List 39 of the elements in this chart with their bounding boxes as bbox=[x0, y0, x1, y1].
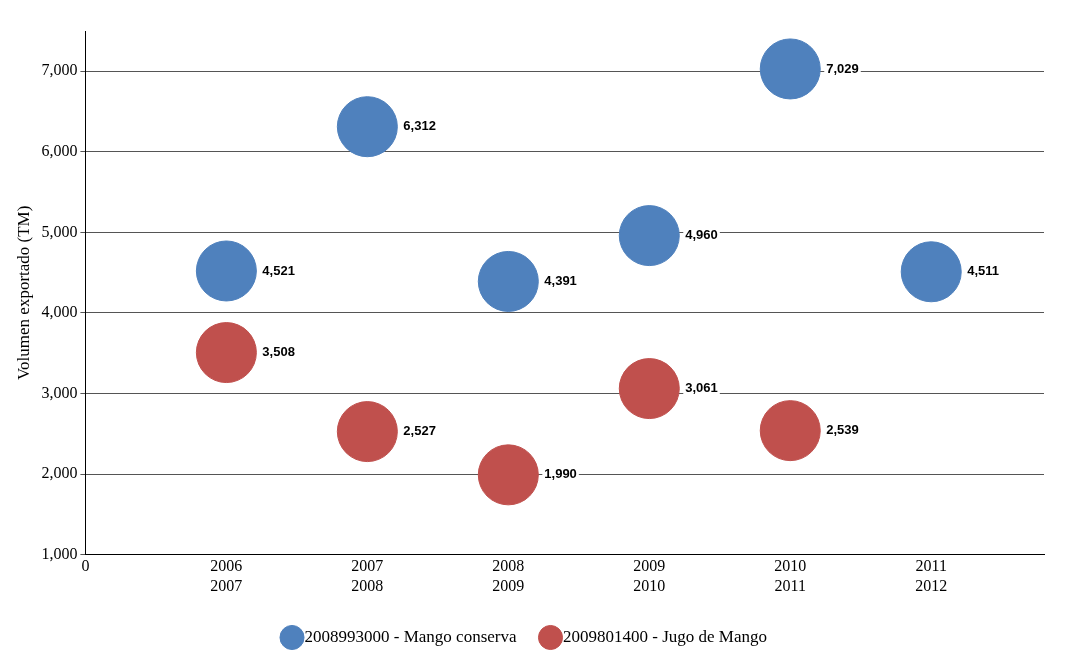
point bbox=[195, 240, 257, 302]
x-tick-label: 2011 2012 bbox=[915, 557, 948, 594]
point bbox=[195, 322, 257, 384]
y-tick-label: 2,000 bbox=[41, 464, 78, 482]
point bbox=[759, 400, 821, 462]
point bbox=[759, 38, 821, 100]
x-tick-label: 2010 2011 bbox=[774, 557, 807, 594]
point bbox=[618, 358, 680, 420]
data-label: 4,511 bbox=[967, 263, 1000, 279]
point bbox=[336, 401, 398, 463]
y-tick-label: 5,000 bbox=[41, 222, 78, 240]
y-tick-label: 1,000 bbox=[41, 544, 78, 562]
point bbox=[477, 444, 539, 506]
x-tick-label: 2006 2007 bbox=[210, 557, 243, 594]
point bbox=[618, 205, 680, 267]
data-label: 4,960 bbox=[685, 227, 718, 243]
x-tick-label: 2008 2009 bbox=[492, 557, 525, 594]
data-label: 6,312 bbox=[403, 118, 436, 134]
data-label: 1,990 bbox=[544, 466, 577, 482]
x-tick-label: 0 bbox=[81, 557, 90, 575]
x-tick-label: 2007 2008 bbox=[351, 557, 384, 594]
data-label: 3,061 bbox=[685, 380, 718, 396]
data-label: 3,508 bbox=[262, 344, 295, 360]
y-tick-label: 7,000 bbox=[41, 61, 78, 79]
legend-label: 2009801400 - Jugo de Mango bbox=[563, 626, 767, 646]
x-tick-label: 2009 2010 bbox=[633, 557, 666, 594]
point bbox=[336, 96, 398, 158]
data-label: 4,391 bbox=[544, 273, 577, 289]
y-axis-title: Volumen exportado (TM) bbox=[13, 205, 33, 380]
data-label: 2,539 bbox=[826, 422, 859, 438]
legend-label: 2008993000 - Mango conserva bbox=[304, 626, 517, 646]
data-label: 7,029 bbox=[826, 60, 859, 76]
data-label: 4,521 bbox=[262, 262, 295, 278]
y-tick-label: 6,000 bbox=[41, 142, 78, 160]
y-tick-label: 4,000 bbox=[41, 303, 78, 321]
point bbox=[900, 241, 962, 303]
y-tick-label: 3,000 bbox=[41, 383, 78, 401]
data-label: 2,527 bbox=[403, 423, 436, 439]
point bbox=[477, 250, 539, 312]
